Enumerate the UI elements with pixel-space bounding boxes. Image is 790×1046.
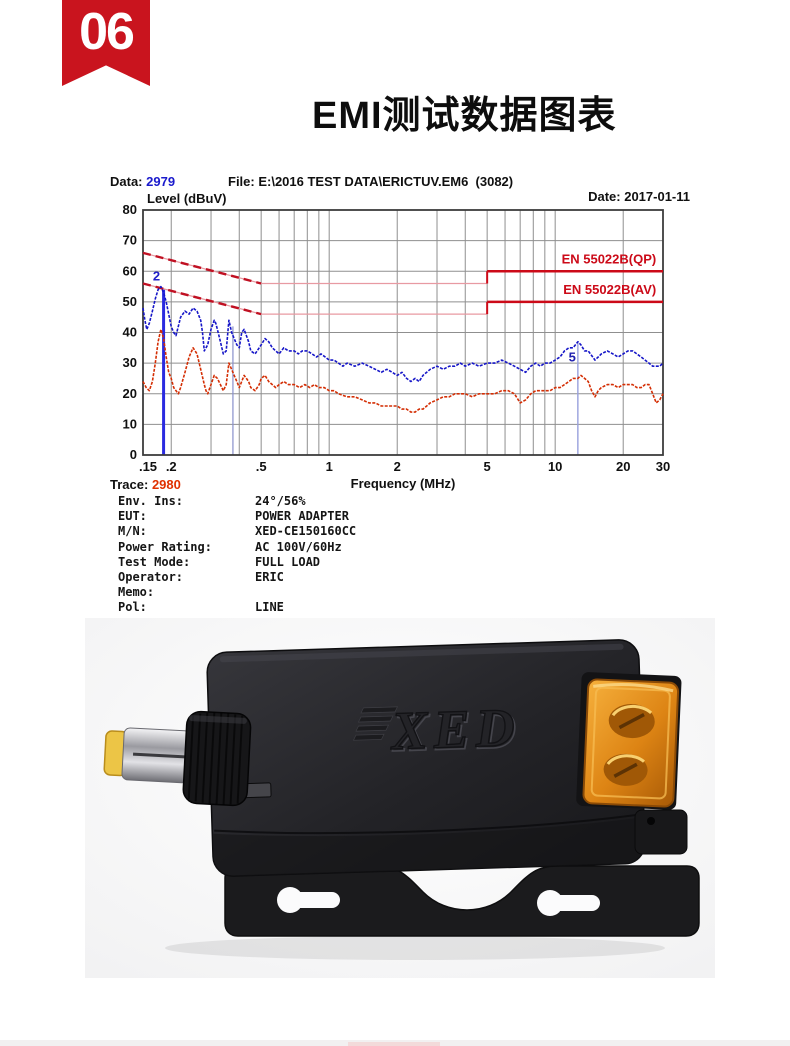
svg-text:2: 2	[394, 459, 401, 474]
trace-row-label: M/N:	[118, 524, 147, 539]
trace-row-label: Pol:	[118, 600, 147, 615]
trace-row-label: Operator:	[118, 569, 184, 584]
terminal-screw-top	[608, 704, 655, 739]
mounting-bracket	[224, 865, 700, 937]
device-logo: XED	[389, 697, 522, 761]
svg-text:30: 30	[123, 355, 137, 370]
trace-row-value: POWER ADAPTER	[255, 509, 349, 524]
svg-text:5: 5	[484, 459, 491, 474]
svg-text:10: 10	[123, 416, 137, 431]
trace-row-label: EUT:	[118, 509, 147, 524]
side-hole	[647, 817, 655, 825]
body-top-highlight	[219, 643, 624, 663]
trace-row: Test Mode: FULL LOAD	[118, 555, 356, 570]
chart-date: Date: 2017-01-11	[588, 189, 690, 204]
keyhole-slot-left	[277, 887, 340, 913]
plug-barrel-slot	[132, 752, 186, 759]
svg-text:2: 2	[153, 268, 160, 283]
next-section-accent	[348, 1042, 440, 1046]
keyhole-slot-right	[537, 890, 600, 916]
trace-row-value: XED-CE150160CC	[255, 524, 357, 539]
device-logo-group: XED XED	[352, 696, 524, 764]
svg-text:EN 55022B(QP): EN 55022B(QP)	[562, 252, 657, 267]
trace-row: M/N: XED-CE150160CC	[118, 524, 356, 539]
emi-chart-svg: 0 10 20 30 40 50 60 70 80 .15 .2 .5 1 2 5 10 20 30 Level (…	[123, 191, 671, 491]
trace-value: 2980	[151, 477, 181, 492]
section-ribbon-badge: 06	[62, 0, 150, 86]
svg-text:.5: .5	[256, 459, 267, 474]
device-logo-emboss-light: XED	[390, 699, 523, 763]
terminal-screw-bottom	[603, 753, 648, 786]
case-seam	[214, 813, 643, 835]
plug-collar	[182, 710, 252, 807]
chart-file-path: File: E:\2016 TEST DATA\ERICTUV.EM6 (308…	[228, 174, 514, 189]
svg-text:70: 70	[123, 233, 137, 248]
logo-speed-lines	[352, 706, 399, 741]
svg-text:EN 55022B(AV): EN 55022B(AV)	[563, 282, 656, 297]
svg-text:30: 30	[656, 459, 670, 474]
trace-header: Trace: 2980	[110, 477, 181, 492]
svg-text:20: 20	[123, 386, 137, 401]
svg-text:60: 60	[123, 263, 137, 278]
trace-row: Env. Ins: 24°/56%	[118, 494, 356, 509]
trace-row-label: Env. Ins:	[118, 494, 184, 508]
product-photo: XED XED	[85, 618, 715, 978]
trace-row-value: AC 100V/60Hz	[255, 539, 342, 554]
trace-row-value: LINE	[255, 600, 284, 615]
page-title: EMI测试数据图表	[312, 95, 617, 137]
case-base	[213, 817, 644, 877]
trace-row: Operator: ERIC	[118, 570, 356, 585]
trace-row: EUT: POWER ADAPTER	[118, 509, 356, 524]
next-section-edge	[0, 1040, 790, 1046]
section-number: 06	[79, 3, 135, 61]
svg-text:0: 0	[130, 447, 137, 462]
svg-text:.2: .2	[166, 459, 177, 474]
trace-row: Pol: LINE	[118, 600, 356, 615]
trace-row-label: Test Mode:	[118, 554, 191, 569]
side-tab	[634, 809, 688, 855]
svg-text:1: 1	[326, 459, 333, 474]
chart-data-header: Data: 2979	[110, 174, 175, 189]
data-value: 2979	[146, 174, 176, 189]
trace-label: Trace:	[110, 477, 149, 492]
trace-row: Power Rating: AC 100V/60Hz	[118, 540, 356, 555]
device-shadow	[165, 936, 665, 960]
svg-text:50: 50	[123, 294, 137, 309]
terminal-cover	[582, 678, 680, 808]
terminal-glint	[593, 683, 674, 693]
trace-row-value: FULL LOAD	[255, 554, 321, 569]
svg-text:5: 5	[569, 350, 576, 365]
adapter-body: XED XED	[206, 639, 646, 877]
data-label: Data:	[110, 174, 143, 189]
svg-text:40: 40	[123, 325, 137, 340]
svg-text:80: 80	[123, 202, 137, 217]
trace-table: Env. Ins: 24°/56% EUT: POWER ADAPTER M/N: XED…	[118, 494, 356, 616]
trace-row-label: Memo:	[118, 585, 155, 600]
trace-row-value: 24°/56%	[255, 494, 306, 508]
svg-text:Frequency (MHz): Frequency (MHz)	[351, 476, 456, 491]
svg-text:.15: .15	[139, 459, 157, 474]
svg-text:10: 10	[548, 459, 562, 474]
terminal-block	[576, 672, 682, 810]
trace-row-value: ERIC	[255, 569, 284, 584]
dc-plug	[103, 710, 252, 807]
trace-row-label: Power Rating:	[118, 539, 212, 554]
svg-text:Level (dBuV): Level (dBuV)	[147, 191, 226, 206]
trace-row: Memo:	[118, 585, 356, 600]
svg-text:20: 20	[616, 459, 630, 474]
